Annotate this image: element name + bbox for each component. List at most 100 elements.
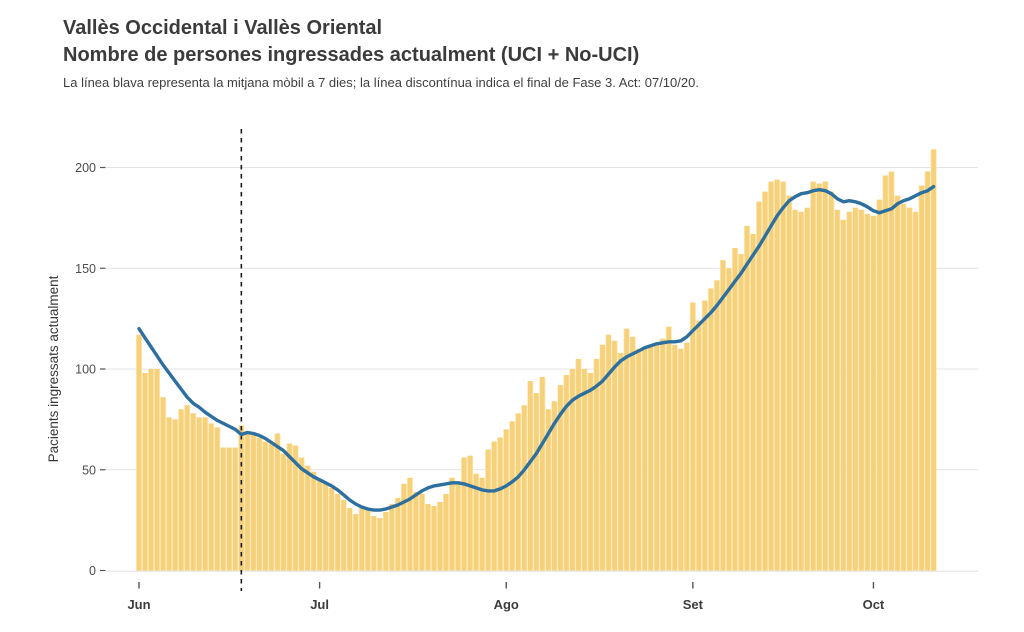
bar bbox=[546, 409, 551, 571]
bar bbox=[413, 491, 419, 571]
bar bbox=[467, 455, 473, 571]
bar bbox=[925, 171, 930, 571]
bar bbox=[636, 348, 641, 571]
y-tick-label: 50 bbox=[82, 463, 96, 477]
bar bbox=[323, 483, 328, 571]
bar bbox=[329, 487, 334, 571]
bar bbox=[148, 369, 154, 571]
bar bbox=[389, 504, 395, 571]
bar bbox=[853, 207, 858, 571]
bar bbox=[178, 409, 184, 571]
bar bbox=[485, 449, 491, 571]
bar bbox=[293, 445, 298, 571]
bar bbox=[202, 417, 208, 571]
bar bbox=[491, 441, 497, 571]
bar bbox=[606, 334, 611, 571]
bar bbox=[612, 340, 617, 571]
bar bbox=[245, 431, 250, 571]
x-tick-label: Set bbox=[683, 597, 704, 612]
bar bbox=[726, 268, 732, 571]
bar bbox=[564, 375, 569, 571]
y-axis-title: Pacients ingressats actualment bbox=[46, 275, 61, 462]
bar bbox=[768, 181, 774, 571]
bar bbox=[509, 421, 515, 571]
bar bbox=[895, 195, 900, 571]
bar bbox=[437, 501, 443, 571]
moving-average-line bbox=[137, 184, 936, 512]
bar bbox=[810, 181, 816, 571]
bar bbox=[576, 358, 581, 571]
bar bbox=[582, 369, 587, 571]
bar bbox=[780, 181, 786, 571]
bar bbox=[251, 433, 256, 571]
bar bbox=[227, 447, 232, 571]
bar bbox=[859, 209, 864, 571]
bar bbox=[654, 342, 660, 571]
x-tick-label: Ago bbox=[494, 597, 519, 612]
bar bbox=[696, 320, 702, 571]
bar bbox=[275, 433, 280, 571]
bar bbox=[720, 260, 726, 571]
bar bbox=[588, 373, 593, 571]
bar bbox=[744, 225, 750, 571]
y-tick-label: 200 bbox=[75, 161, 96, 175]
bar bbox=[666, 326, 672, 571]
bar bbox=[455, 483, 461, 571]
bar bbox=[347, 508, 352, 571]
chart-title: Vallès Occidental i Vallès Oriental bbox=[63, 17, 383, 39]
bar bbox=[479, 477, 485, 571]
bar bbox=[847, 211, 852, 571]
bar bbox=[552, 401, 557, 571]
y-tick-label: 0 bbox=[89, 564, 96, 578]
bar bbox=[792, 209, 798, 571]
y-tick-label: 100 bbox=[75, 363, 96, 377]
bar bbox=[287, 443, 292, 571]
bar bbox=[184, 405, 190, 571]
bar bbox=[901, 203, 906, 571]
bar bbox=[503, 429, 509, 571]
bar bbox=[220, 447, 226, 571]
bar bbox=[172, 419, 178, 571]
bar bbox=[190, 413, 196, 571]
bar bbox=[365, 508, 371, 571]
bar bbox=[919, 185, 924, 571]
bar bbox=[196, 417, 202, 571]
bar bbox=[335, 493, 340, 571]
bar bbox=[913, 211, 918, 571]
bar bbox=[299, 457, 304, 571]
x-tick-label: Oct bbox=[863, 597, 885, 612]
bar bbox=[678, 348, 684, 571]
bar bbox=[395, 497, 401, 571]
bar bbox=[648, 344, 653, 571]
bar bbox=[642, 348, 647, 571]
bar bbox=[359, 508, 365, 571]
bar bbox=[798, 211, 804, 571]
bar bbox=[305, 465, 310, 571]
bar bbox=[762, 191, 768, 571]
bar bbox=[690, 302, 696, 571]
bar bbox=[786, 195, 792, 571]
bar bbox=[804, 207, 810, 571]
bar bbox=[515, 413, 521, 571]
bar bbox=[317, 479, 322, 571]
bar bbox=[521, 405, 527, 571]
bar bbox=[660, 338, 666, 571]
bar bbox=[877, 199, 882, 571]
bar bbox=[816, 183, 822, 571]
y-tick-label: 150 bbox=[75, 262, 96, 276]
bar bbox=[233, 447, 238, 571]
bar bbox=[160, 397, 166, 571]
bar bbox=[263, 441, 268, 571]
bar bbox=[889, 171, 894, 571]
bar bbox=[672, 344, 678, 571]
bar bbox=[154, 369, 160, 571]
bar bbox=[257, 437, 262, 571]
bar bbox=[311, 471, 316, 571]
bar bbox=[907, 207, 912, 571]
bar bbox=[702, 300, 708, 571]
bar bbox=[534, 393, 539, 571]
bar bbox=[732, 248, 738, 571]
bar bbox=[269, 443, 274, 571]
bar bbox=[594, 358, 599, 571]
